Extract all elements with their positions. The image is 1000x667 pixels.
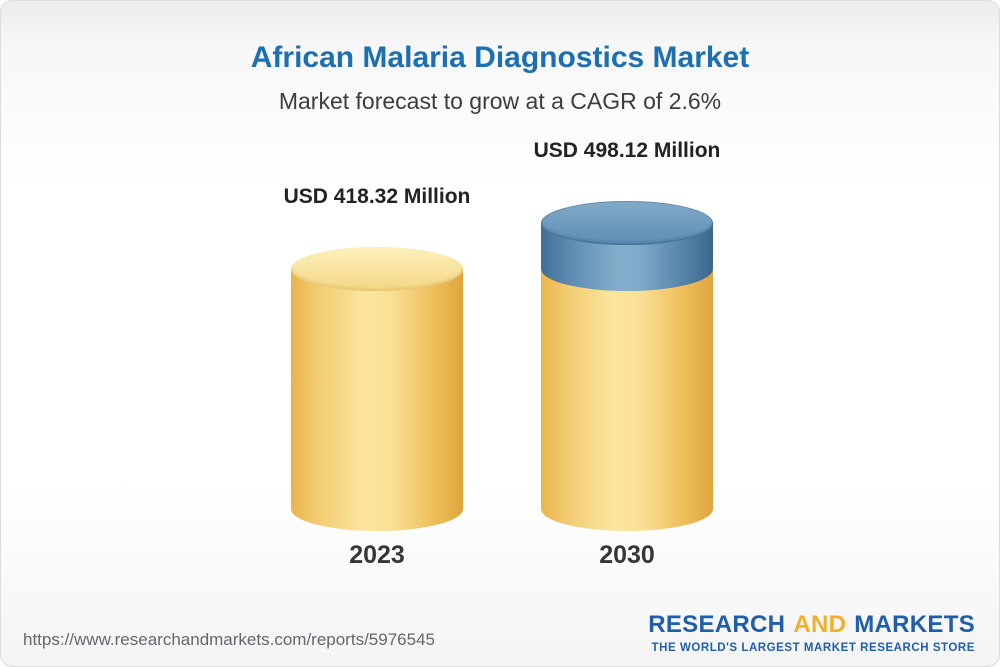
logo-word-markets: MARKETS (854, 611, 975, 638)
chart-title: African Malaria Diagnostics Market (250, 41, 750, 74)
category-label-2030: 2030 (599, 541, 655, 569)
value-label-2023: USD 418.32 Million (283, 184, 471, 208)
report-url: https://www.researchandmarkets.com/repor… (23, 630, 435, 649)
logo-tagline: THE WORLD'S LARGEST MARKET RESEARCH STOR… (651, 642, 975, 654)
bar-cylinder-2030 (541, 201, 713, 531)
bar-cylinder-2023 (291, 246, 463, 531)
cylinder-2030-base-segment (541, 268, 713, 531)
cylinder-2023-top-cap (291, 246, 463, 291)
value-label-2030: USD 498.12 Million (533, 139, 721, 162)
logo-word-research: RESEARCH (648, 611, 786, 638)
researchandmarkets-logo: RESEARCH AND MARKETS THE WORLD'S LARGEST M… (644, 611, 975, 654)
logo-wordmark: RESEARCH AND MARKETS (644, 611, 975, 639)
logo-tagline-row: THE WORLD'S LARGEST MARKET RESEARCH STOR… (644, 642, 975, 654)
cylinder-2030-top-cap (541, 201, 713, 245)
chart-subtitle: Market forecast to grow at a CAGR of 2.6… (278, 88, 722, 114)
cylinder-2023-body-segment (291, 268, 463, 531)
logo-word-and: AND (793, 611, 847, 638)
category-label-2023: 2023 (349, 541, 405, 569)
